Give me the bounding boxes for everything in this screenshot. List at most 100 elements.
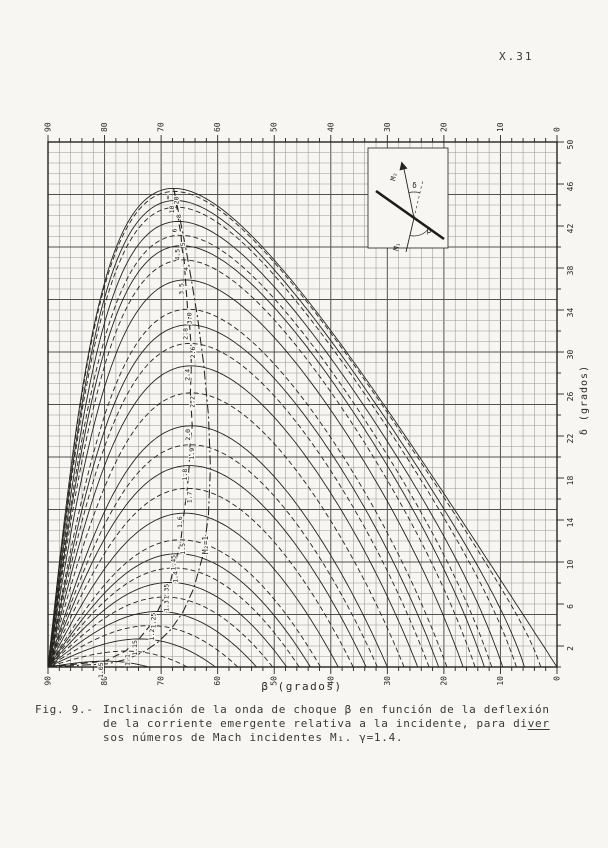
shock-curve-M1.15 [47, 638, 216, 668]
mach-label-1.35: 1.35 [162, 584, 170, 600]
x-tick-label-top: 70 [157, 122, 166, 132]
mach-label-1.05: 1.05 [97, 662, 105, 678]
mach-label-1.6: 1.6 [176, 516, 184, 528]
shock-curve-M20 [47, 190, 542, 668]
shock-curve-M2.8 [47, 324, 440, 668]
mach-label-3.5: 3.5 [178, 283, 186, 295]
shock-curves [47, 187, 558, 668]
y-tick-label: 26 [566, 392, 575, 402]
shock-curve-M3.0 [47, 308, 448, 668]
axis-ticks [47, 135, 564, 674]
x-tick-label-bottom: 40 [326, 676, 335, 686]
chart-grid [47, 141, 558, 668]
shock-curve-M1.1 [47, 650, 188, 668]
axis-tick-labels: 9090808070706060505040403030202010100050… [44, 122, 576, 685]
x-tick-label-bottom: 20 [439, 676, 448, 686]
shock-curve-M∞ [47, 187, 558, 668]
mach-label-1.8: 1.8 [181, 469, 189, 481]
mach-label-4: 4 [182, 267, 190, 271]
shock-curve-M2.2 [47, 392, 405, 668]
shock-curve-M1.6 [47, 512, 339, 668]
shock-curve-M1.3 [47, 596, 273, 668]
shock-curve-M4.5 [47, 245, 485, 668]
x-tick-label-bottom: 0 [553, 676, 562, 681]
y-tick-label: 22 [566, 434, 575, 444]
chart-frame [47, 141, 558, 668]
mach-label-1.15: 1.15 [131, 640, 139, 656]
inset-delta-angle-arc [408, 191, 421, 194]
shock-curve-M1.7 [47, 487, 354, 668]
shock-curve-M1.5 [47, 539, 321, 668]
inset-delta-label: δ [412, 181, 417, 190]
y-tick-label: 42 [566, 224, 575, 234]
y-tick-label: 2 [566, 646, 575, 651]
mach-label-1.9: 1.9 [188, 448, 196, 460]
y-tick-label: 34 [566, 308, 575, 318]
y-tick-label: 6 [566, 604, 575, 609]
mach-label-2.0: 2.0 [184, 429, 192, 441]
inset-beta-label: β [427, 226, 432, 235]
inset-m1-label: M₁ [392, 242, 402, 252]
x-tick-label-bottom: 30 [383, 676, 392, 686]
x-tick-label-top: 0 [553, 127, 562, 132]
inset-box [367, 147, 449, 249]
shock-curve-M1.4 [47, 567, 300, 668]
mach-label-2.2: 2.2 [188, 396, 196, 408]
x-tick-label-top: 30 [383, 122, 392, 132]
x-tick-label-bottom: 50 [270, 676, 279, 686]
special-loci [47, 188, 211, 668]
inset-m2-arrowhead [399, 161, 408, 171]
sonic-line [47, 188, 211, 668]
x-axis-label: β (grados) [261, 680, 342, 693]
mach-label-5: 5 [179, 242, 187, 246]
shock-curve-M1.35 [47, 582, 288, 668]
mach-label-10: 10 [168, 205, 176, 213]
caption-line-2: de la corriente emergente relativa a la … [103, 717, 550, 730]
mach-label-20: 20 [172, 196, 180, 204]
x-tick-label-bottom: 60 [213, 676, 222, 686]
mach-label-1.45: 1.45 [170, 555, 178, 571]
x-tick-label-bottom: 70 [157, 676, 166, 686]
mach-label-1.3: 1.3 [163, 600, 171, 612]
shock-curve-M4 [47, 259, 476, 668]
page-number: X.31 [499, 50, 534, 63]
caption-fig-label: Fig. 9.- [35, 703, 94, 716]
shock-curve-M2.6 [47, 343, 430, 668]
shock-curve-M1.45 [47, 553, 311, 668]
x-tick-label-bottom: 10 [496, 676, 505, 686]
x-tick-label-bottom: 80 [100, 676, 109, 686]
max-deflection-locus [47, 188, 193, 668]
x-tick-label-top: 50 [270, 122, 279, 132]
y-axis-label: δ (grados) [579, 365, 590, 435]
shock-curve-M1.25 [47, 611, 257, 668]
mach-label-2.8: 2.8 [182, 328, 190, 340]
inset-beta-angle-arc [409, 228, 429, 237]
mach-label-2.6: 2.6 [189, 347, 197, 359]
mach-label-1.5: 1.5 [179, 543, 187, 555]
shock-geometry-inset: δ β M₁ M₂ [367, 147, 449, 253]
shock-curve-M1.2 [47, 625, 239, 668]
mach-label-1.25: 1.25 [149, 613, 157, 629]
x-tick-label-bottom: 90 [44, 676, 53, 686]
y-tick-label: 18 [566, 476, 575, 486]
shock-curve-M3.5 [47, 279, 464, 668]
mach-label-1.2: 1.2 [148, 629, 156, 641]
y-tick-label: 14 [566, 518, 575, 528]
x-tick-label-top: 90 [44, 122, 53, 132]
mach-label-6: 6 [171, 228, 179, 232]
inset-m2-label: M₂ [389, 172, 399, 182]
x-tick-label-top: 20 [439, 122, 448, 132]
shock-curve-M1.9 [47, 444, 378, 668]
mach-label-1.4: 1.4 [172, 571, 180, 583]
mach-label-1.7: 1.7 [185, 491, 193, 503]
mach-label-∞: ∞ [164, 195, 172, 199]
x-tick-label-top: 80 [100, 122, 109, 132]
shock-curve-M8 [47, 206, 517, 668]
mach-label-1.1: 1.1 [123, 654, 131, 666]
shock-curve-M1.8 [47, 465, 367, 668]
caption-line-3: sos números de Mach incidentes M₁. γ=1.4… [103, 731, 404, 744]
x-tick-label-top: 10 [496, 122, 505, 132]
y-tick-label: 50 [566, 140, 575, 150]
